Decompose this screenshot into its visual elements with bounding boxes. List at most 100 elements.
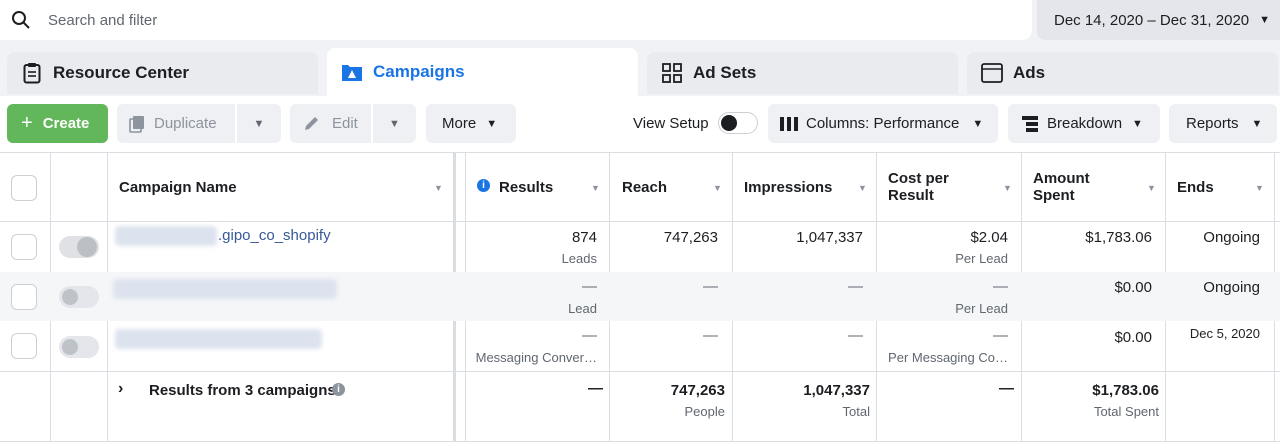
sort-icon[interactable]: ▼ bbox=[713, 183, 722, 193]
totals-cost: — bbox=[999, 380, 1014, 397]
grid-icon bbox=[660, 61, 684, 85]
redacted-name bbox=[113, 279, 337, 299]
info-icon: i bbox=[477, 179, 490, 192]
duplicate-dropdown-button[interactable]: ▼ bbox=[237, 104, 281, 143]
view-setup-toggle[interactable] bbox=[718, 112, 758, 134]
reach-value: 747,263 bbox=[663, 229, 718, 246]
amount-value: $0.00 bbox=[1114, 329, 1152, 346]
date-range-picker[interactable]: Dec 14, 2020 – Dec 31, 2020 ▼ bbox=[1037, 0, 1280, 40]
totals-amount: $1,783.06 bbox=[1092, 382, 1159, 399]
column-header-reach[interactable]: Reach bbox=[622, 179, 668, 196]
caret-down-icon: ▼ bbox=[1251, 117, 1263, 130]
search-input[interactable]: Search and filter bbox=[48, 11, 158, 29]
campaign-toggle[interactable] bbox=[59, 236, 99, 258]
campaigns-icon bbox=[340, 60, 364, 84]
cost-type: Per Lead bbox=[955, 301, 1008, 316]
results-value: 874 bbox=[571, 229, 597, 246]
row-checkbox[interactable] bbox=[11, 284, 37, 310]
ends-value: Ongoing bbox=[1203, 279, 1260, 296]
create-button[interactable]: + Create bbox=[7, 104, 108, 143]
expand-chevron-icon[interactable]: › bbox=[118, 380, 124, 397]
column-header-campaign-name[interactable]: Campaign Name bbox=[119, 179, 237, 196]
cost-value: $2.04 bbox=[970, 229, 1008, 246]
date-range-label: Dec 14, 2020 – Dec 31, 2020 bbox=[1054, 11, 1250, 29]
duplicate-icon bbox=[129, 115, 144, 133]
results-type: Messaging Conver… bbox=[475, 350, 597, 365]
campaign-toggle[interactable] bbox=[59, 286, 99, 308]
tab-ad-sets[interactable]: Ad Sets bbox=[647, 52, 958, 94]
amount-value: $0.00 bbox=[1114, 279, 1152, 296]
column-header-cost-per-result[interactable]: Cost per Result bbox=[888, 170, 949, 204]
reach-value: — bbox=[703, 327, 718, 344]
search-icon bbox=[12, 11, 30, 29]
cost-value: — bbox=[993, 327, 1008, 344]
caret-down-icon: ▼ bbox=[486, 117, 498, 130]
edit-button[interactable]: Edit bbox=[290, 104, 371, 143]
campaigns-table: Campaign Name ▼ i Results ▼ Reach ▼ Impr… bbox=[0, 152, 1280, 442]
columns-icon bbox=[780, 116, 798, 131]
sort-icon[interactable]: ▼ bbox=[1255, 183, 1264, 193]
tab-campaigns[interactable]: Campaigns bbox=[327, 48, 638, 96]
caret-down-icon: ▼ bbox=[1132, 117, 1143, 130]
totals-impressions-sub: Total bbox=[842, 404, 870, 419]
reach-value: — bbox=[703, 278, 718, 295]
view-setup-label: View Setup bbox=[633, 115, 709, 132]
column-header-results[interactable]: Results bbox=[499, 179, 554, 196]
select-all-checkbox[interactable] bbox=[11, 175, 37, 201]
cost-type: Per Lead bbox=[955, 251, 1008, 266]
edit-dropdown-button[interactable]: ▼ bbox=[373, 104, 416, 143]
redacted-name bbox=[115, 329, 322, 349]
results-type: Lead bbox=[568, 301, 597, 316]
tab-label: Resource Center bbox=[53, 63, 190, 82]
plus-icon: + bbox=[21, 112, 33, 134]
row-checkbox[interactable] bbox=[11, 234, 37, 260]
tab-ads[interactable]: Ads bbox=[967, 52, 1278, 94]
toolbar: + Create Duplicate ▼ Edit ▼ More ▼ View … bbox=[0, 96, 1280, 152]
reports-button[interactable]: Reports ▼ bbox=[1169, 104, 1277, 143]
info-icon: i bbox=[332, 383, 345, 396]
ends-value: Dec 5, 2020 bbox=[1189, 326, 1260, 341]
cost-type: Per Messaging Co… bbox=[888, 350, 1008, 365]
totals-results: — bbox=[588, 380, 603, 397]
row-checkbox[interactable] bbox=[11, 333, 37, 359]
search-bar[interactable]: Search and filter bbox=[0, 0, 1032, 40]
redacted-name bbox=[115, 226, 217, 246]
campaign-name-link[interactable]: .gipo_co_shopify bbox=[218, 227, 331, 244]
sort-icon[interactable]: ▼ bbox=[434, 183, 443, 193]
caret-down-icon: ▼ bbox=[1259, 14, 1271, 26]
tab-label: Ads bbox=[1013, 63, 1046, 82]
tab-label: Campaigns bbox=[373, 62, 465, 81]
totals-label: Results from 3 campaigns bbox=[149, 382, 336, 399]
results-value: — bbox=[582, 327, 597, 344]
caret-down-icon: ▼ bbox=[389, 117, 400, 130]
breakdown-icon bbox=[1022, 115, 1038, 132]
tab-label: Ad Sets bbox=[693, 63, 757, 82]
totals-amount-sub: Total Spent bbox=[1093, 404, 1159, 419]
breakdown-button[interactable]: Breakdown ▼ bbox=[1008, 104, 1160, 143]
impressions-value: 1,047,337 bbox=[796, 229, 863, 246]
pencil-icon bbox=[305, 117, 318, 130]
columns-button[interactable]: Columns: Performance ▼ bbox=[768, 104, 998, 143]
impressions-value: — bbox=[848, 278, 863, 295]
totals-impressions: 1,047,337 bbox=[803, 382, 870, 399]
cost-value: — bbox=[993, 278, 1008, 295]
clipboard-icon bbox=[20, 61, 44, 85]
totals-reach-sub: People bbox=[684, 404, 725, 419]
sort-icon[interactable]: ▼ bbox=[1147, 183, 1156, 193]
column-header-amount-spent[interactable]: Amount Spent bbox=[1033, 170, 1090, 204]
sort-icon[interactable]: ▼ bbox=[1003, 183, 1012, 193]
results-value: — bbox=[582, 278, 597, 295]
sort-icon[interactable]: ▼ bbox=[858, 183, 867, 193]
sort-icon[interactable]: ▼ bbox=[591, 183, 600, 193]
campaign-toggle[interactable] bbox=[59, 336, 99, 358]
ends-value: Ongoing bbox=[1203, 229, 1260, 246]
more-button[interactable]: More ▼ bbox=[426, 104, 516, 143]
amount-value: $1,783.06 bbox=[1085, 229, 1152, 246]
tab-resource-center[interactable]: Resource Center bbox=[7, 52, 318, 94]
ad-icon bbox=[980, 61, 1004, 85]
caret-down-icon: ▼ bbox=[253, 117, 265, 130]
column-header-ends[interactable]: Ends bbox=[1177, 179, 1214, 196]
impressions-value: — bbox=[848, 327, 863, 344]
column-header-impressions[interactable]: Impressions bbox=[744, 179, 833, 196]
duplicate-button[interactable]: Duplicate bbox=[117, 104, 235, 143]
